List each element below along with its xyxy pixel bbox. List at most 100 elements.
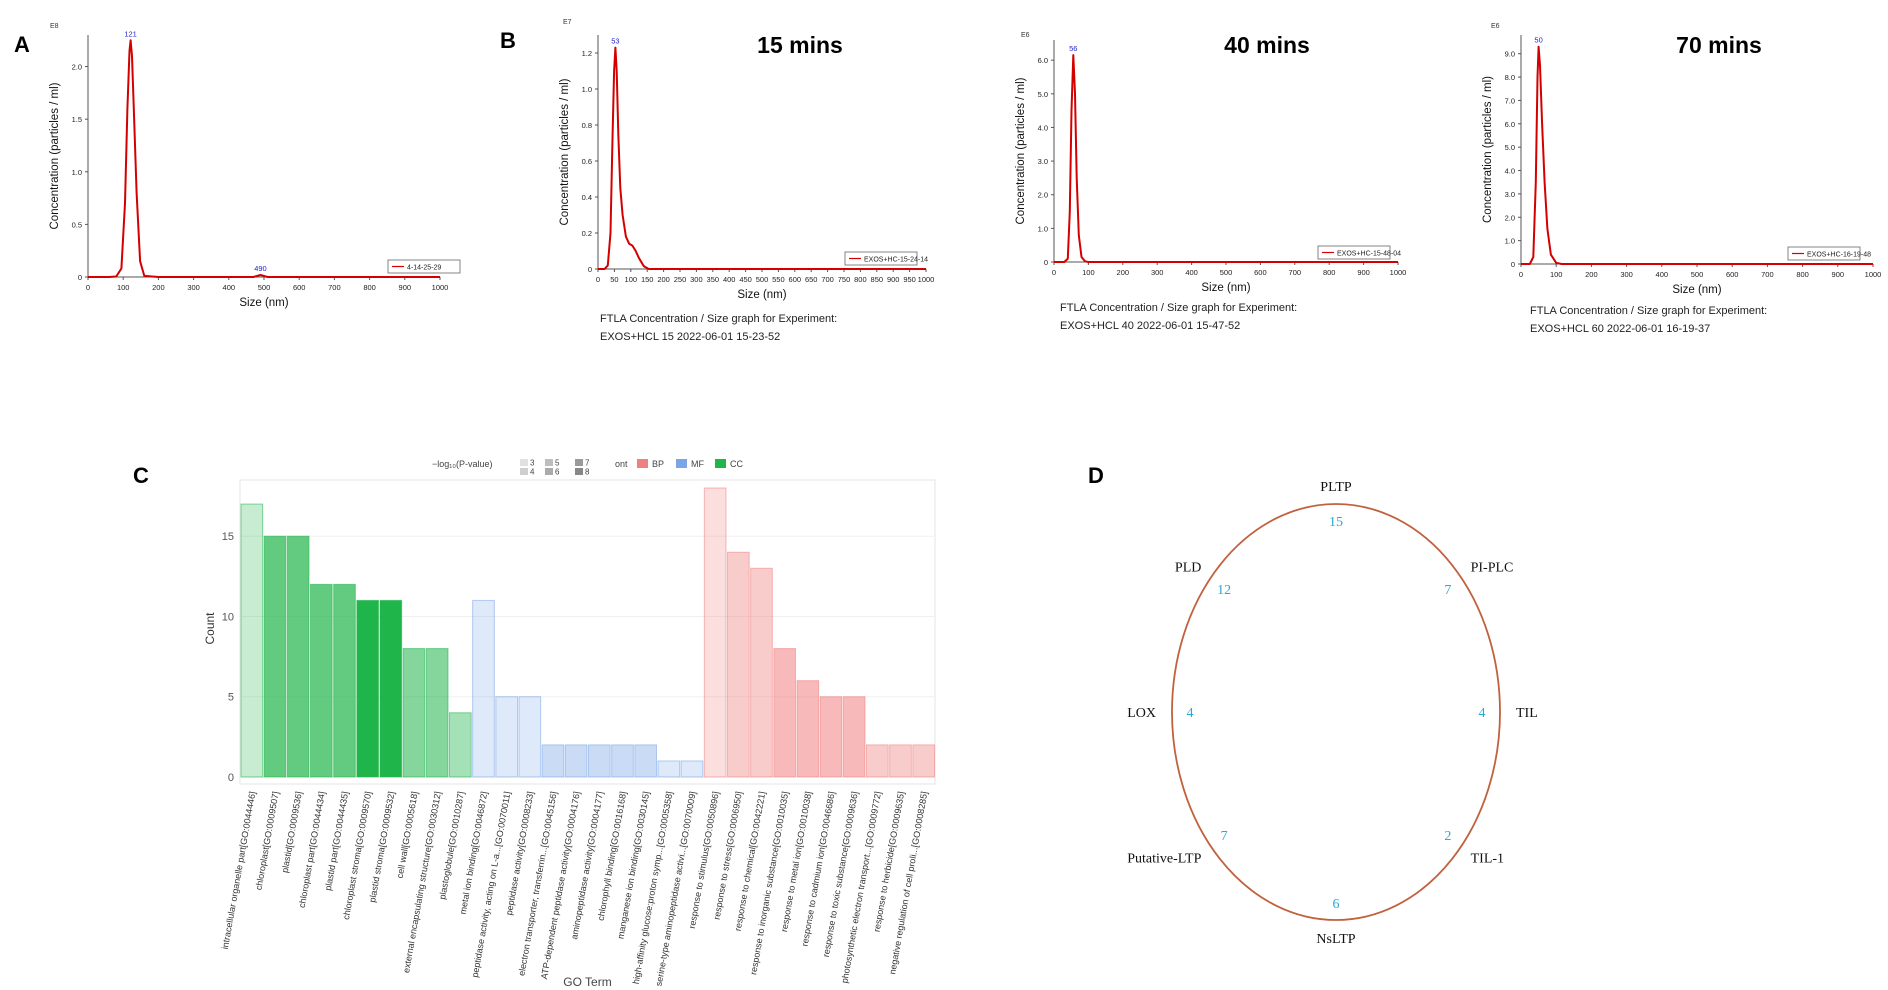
caption-line: FTLA Concentration / Size graph for Expe… xyxy=(600,313,837,325)
bar xyxy=(541,744,565,778)
y-axis-title: Concentration (particles / ml) xyxy=(1482,76,1494,223)
gene-family-label: NsLTP xyxy=(1316,932,1355,947)
nta-chart-2: 0 50 100 150 200 250 300 350 400 450 500 550 600 650 7… xyxy=(559,19,934,343)
x-tick-label: cell wall[GO:0005618] xyxy=(395,791,420,879)
x-tick-label: 0 xyxy=(1052,268,1056,277)
x-tick-label: 600 xyxy=(1254,268,1267,277)
y-tick-label: 0.2 xyxy=(582,229,592,238)
x-tick-label: 900 xyxy=(887,275,900,284)
gene-family-label: LOX xyxy=(1127,706,1156,721)
legend: EXOS+HC-15-48-04 xyxy=(1317,245,1401,260)
bar xyxy=(518,696,542,778)
panel-label-b: B xyxy=(500,28,516,53)
x-tick-label: 550 xyxy=(772,275,785,284)
y-tick-label: 1.2 xyxy=(582,49,592,58)
y-tick-label: 8.0 xyxy=(1505,73,1515,82)
panel-label-a: A xyxy=(14,32,30,57)
legend: EXOS+HC-15-24-14 xyxy=(844,251,928,266)
caption-line: EXOS+HCL 40 2022-06-01 15-47-52 xyxy=(1060,320,1240,332)
x-tick-label: 1000 xyxy=(918,275,935,284)
legend-ont-label: MF xyxy=(691,459,704,469)
size-distribution-curve xyxy=(88,39,440,278)
bar xyxy=(680,760,704,778)
x-tick-label: 700 xyxy=(821,275,834,284)
size-distribution-curve xyxy=(1054,54,1398,263)
x-tick-label: 700 xyxy=(1761,270,1774,279)
legend-pvalue-swatch xyxy=(575,459,583,466)
y-axis-title: Count xyxy=(203,612,217,645)
chart-title: 70 mins xyxy=(1676,32,1762,58)
x-tick-label: chloroplast[GO:0009507] xyxy=(253,791,280,891)
x-tick-label: 800 xyxy=(1323,268,1336,277)
legend-ont-swatch xyxy=(715,459,726,468)
x-tick-label: 800 xyxy=(1796,270,1809,279)
y-tick-label: 1.0 xyxy=(1038,224,1048,233)
legend: −log₁₀(P-value) 34 56 78 ont BP MF CC xyxy=(432,459,743,477)
x-tick-label: intracellular organelle part[GO:0044446] xyxy=(220,791,258,950)
bar xyxy=(912,744,935,778)
y-tick-label: 15 xyxy=(222,531,234,543)
nta-chart-4: 0 100 200 300 400 500 600 700 800 900 1000 0 1.0 2.0 3… xyxy=(1482,23,1881,335)
legend: EXOS+HC-16-19-48 xyxy=(1787,246,1871,261)
gene-family-count: 4 xyxy=(1479,706,1486,721)
gene-family-label: PI-PLC xyxy=(1471,561,1514,576)
panel-label-d: D xyxy=(1088,463,1104,488)
peak-label: 490 xyxy=(254,264,267,273)
bar xyxy=(263,535,287,778)
y-tick-label: 7.0 xyxy=(1505,96,1515,105)
x-tick-label: 200 xyxy=(657,275,670,284)
bar xyxy=(333,583,356,778)
chart-title: 40 mins xyxy=(1224,32,1310,58)
x-tick-label: 200 xyxy=(1117,268,1130,277)
legend-pvalue-level: 6 xyxy=(555,468,560,477)
bar xyxy=(588,744,611,778)
x-tick-label: plastid part[GO:0044435] xyxy=(323,791,350,892)
gene-family-count: 6 xyxy=(1333,897,1340,912)
y-axis-title: Concentration (particles / ml) xyxy=(559,78,571,225)
legend-pvalue-swatch xyxy=(575,468,583,475)
y-tick-label: 0.5 xyxy=(72,220,82,229)
y-tick-label: 2.0 xyxy=(72,63,82,72)
x-tick-label: plastid[GO:0009536] xyxy=(280,791,304,874)
y-tick-label: 0 xyxy=(1511,260,1515,269)
x-tick-label: 600 xyxy=(293,283,306,292)
legend-pvalue-swatch xyxy=(545,468,553,475)
caption-line: FTLA Concentration / Size graph for Expe… xyxy=(1530,305,1767,317)
y-tick-label: 0.6 xyxy=(582,157,592,166)
x-tick-label: 900 xyxy=(1357,268,1370,277)
bar xyxy=(449,712,472,778)
x-tick-label: 500 xyxy=(1691,270,1704,279)
x-tick-label: 900 xyxy=(399,283,412,292)
gene-family-count: 2 xyxy=(1444,829,1451,844)
x-tick-label: chloroplast part[GO:0044434] xyxy=(297,791,327,909)
legend-pvalue-level: 5 xyxy=(555,459,560,468)
legend-label: 4-14-25-29 xyxy=(407,265,441,272)
x-axis-title: Size (nm) xyxy=(1672,284,1721,296)
y-tick-label: 5.0 xyxy=(1505,143,1515,152)
x-tick-label: 400 xyxy=(223,283,236,292)
x-tick-label: 600 xyxy=(789,275,802,284)
x-tick-label: 950 xyxy=(903,275,916,284)
y-tick-label: 10 xyxy=(222,611,234,623)
y-tick-label: 3.0 xyxy=(1505,190,1515,199)
legend-box xyxy=(387,259,461,274)
bar xyxy=(634,744,657,778)
y-tick-label: 6.0 xyxy=(1505,120,1515,129)
legend-box xyxy=(844,251,918,266)
legend-ont-label: BP xyxy=(652,459,664,469)
peak-label: 50 xyxy=(1534,36,1542,45)
x-tick-label: 1000 xyxy=(1865,270,1882,279)
legend-pvalue-level: 8 xyxy=(585,468,590,477)
bar xyxy=(286,535,310,778)
caption-line: EXOS+HCL 15 2022-06-01 15-23-52 xyxy=(600,331,780,343)
x-tick-label: 500 xyxy=(756,275,769,284)
gene-family-label: Putative-LTP xyxy=(1127,851,1201,866)
y-exponent-label: E6 xyxy=(1491,23,1500,30)
bar xyxy=(727,551,750,778)
bar xyxy=(750,567,773,778)
nta-size-distribution-charts: 0 100 200 300 400 500 600 700 800 900 100000.51.01… xyxy=(49,19,1881,343)
x-axis-title: Size (nm) xyxy=(737,289,786,301)
x-tick-label: 300 xyxy=(1151,268,1164,277)
y-axis-title: Concentration (particles / ml) xyxy=(1015,77,1027,224)
bar xyxy=(889,744,912,778)
